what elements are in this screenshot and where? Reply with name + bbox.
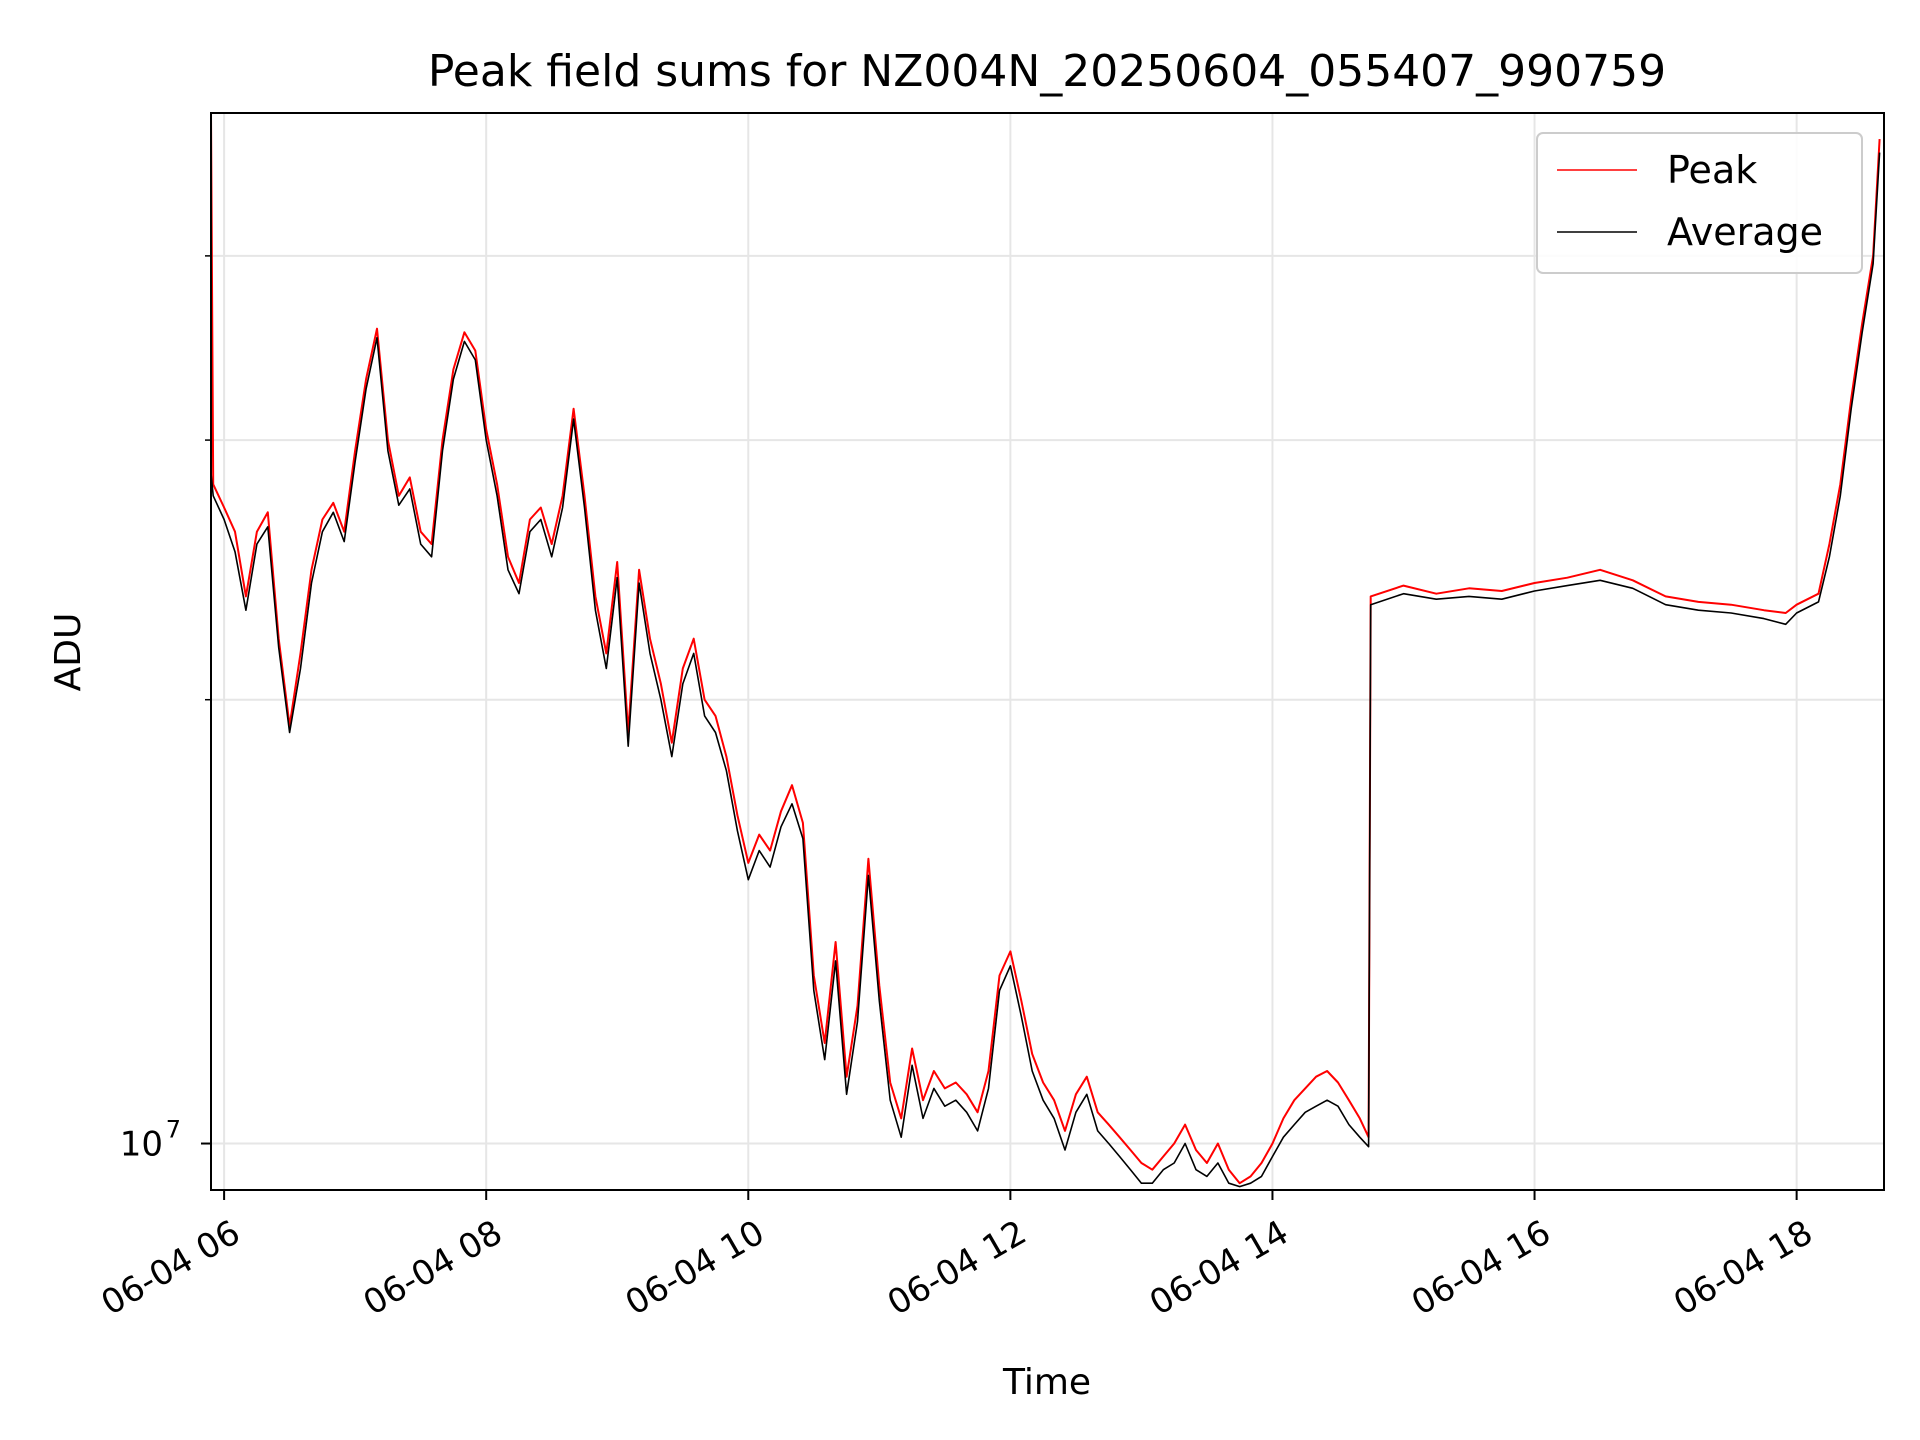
y-axis-label: ADU xyxy=(48,613,89,692)
legend-label-peak: Peak xyxy=(1667,148,1757,192)
y-tick-label-exponent: 7 xyxy=(166,1116,181,1144)
legend: Peak Average xyxy=(1536,132,1863,274)
chart-title: Peak field sums for NZ004N_20250604_0554… xyxy=(428,46,1666,97)
x-axis-label: Time xyxy=(1002,1362,1091,1403)
y-axis-ticks: 10 7 xyxy=(120,255,211,1165)
legend-box xyxy=(1536,132,1863,274)
series-line-average xyxy=(210,152,1881,1188)
series-group xyxy=(210,112,1881,1188)
legend-label-average: Average xyxy=(1667,210,1823,254)
plot-frame xyxy=(210,112,1885,1191)
y-tick-label: 10 xyxy=(120,1125,163,1165)
